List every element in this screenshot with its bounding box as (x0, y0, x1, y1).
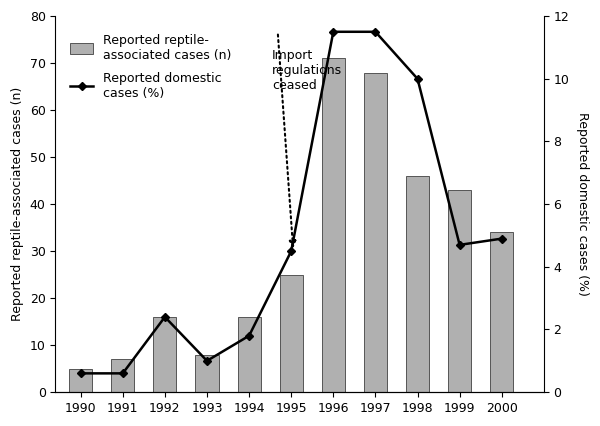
Bar (280, 275, 303, 392)
Bar (490, 232, 514, 392)
Bar (196, 354, 218, 392)
Text: Import
regulations
ceased: Import regulations ceased (272, 49, 343, 92)
Y-axis label: Reported domestic cases (%): Reported domestic cases (%) (576, 112, 589, 296)
Bar (364, 72, 387, 392)
Bar (238, 317, 260, 392)
Bar (153, 317, 176, 392)
Bar (322, 58, 345, 392)
Bar (448, 190, 471, 392)
Legend: Reported reptile-
associated cases (n), Reported domestic
cases (%): Reported reptile- associated cases (n), … (67, 30, 235, 104)
Bar (69, 368, 92, 392)
Bar (111, 359, 134, 392)
Y-axis label: Reported reptile-associated cases (n): Reported reptile-associated cases (n) (11, 87, 24, 321)
Bar (406, 176, 429, 392)
